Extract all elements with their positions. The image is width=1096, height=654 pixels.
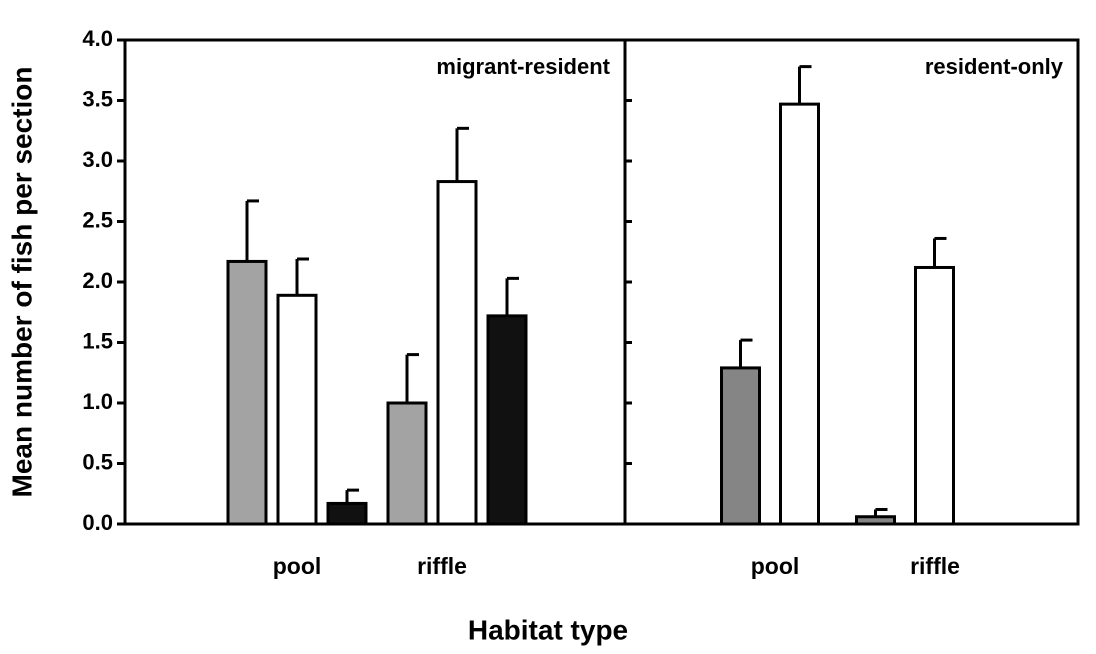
bar	[914, 265, 955, 526]
bar	[436, 180, 478, 526]
y-tick-label: 1.0	[82, 389, 113, 414]
x-tick-label: pool	[273, 553, 322, 579]
y-tick-label: 0.5	[82, 449, 113, 474]
bar	[386, 401, 428, 526]
x-tick-label: pool	[751, 553, 800, 579]
bar	[226, 259, 268, 526]
panel-title: resident-only	[925, 54, 1064, 79]
bar	[486, 314, 528, 526]
panel-frame	[123, 38, 627, 526]
panel-frame	[623, 38, 1080, 526]
y-tick-label: 3.5	[82, 86, 113, 111]
x-axis-label: Habitat type	[468, 614, 628, 645]
x-tick-label: riffle	[417, 553, 467, 579]
y-tick-label: 2.0	[82, 268, 113, 293]
bar	[779, 102, 820, 526]
y-tick-label: 4.0	[82, 26, 113, 51]
y-tick-label: 3.0	[82, 147, 113, 172]
bar	[326, 501, 368, 526]
bar	[720, 366, 761, 526]
y-tick-label: 1.5	[82, 328, 113, 353]
panel-title: migrant-resident	[436, 54, 610, 79]
bar	[855, 515, 896, 526]
y-tick-label: 0.0	[82, 510, 113, 535]
y-tick-label: 2.5	[82, 207, 113, 232]
x-tick-label: riffle	[910, 553, 960, 579]
y-axis-label: Mean number of fish per section	[6, 67, 37, 498]
bar	[276, 293, 318, 526]
